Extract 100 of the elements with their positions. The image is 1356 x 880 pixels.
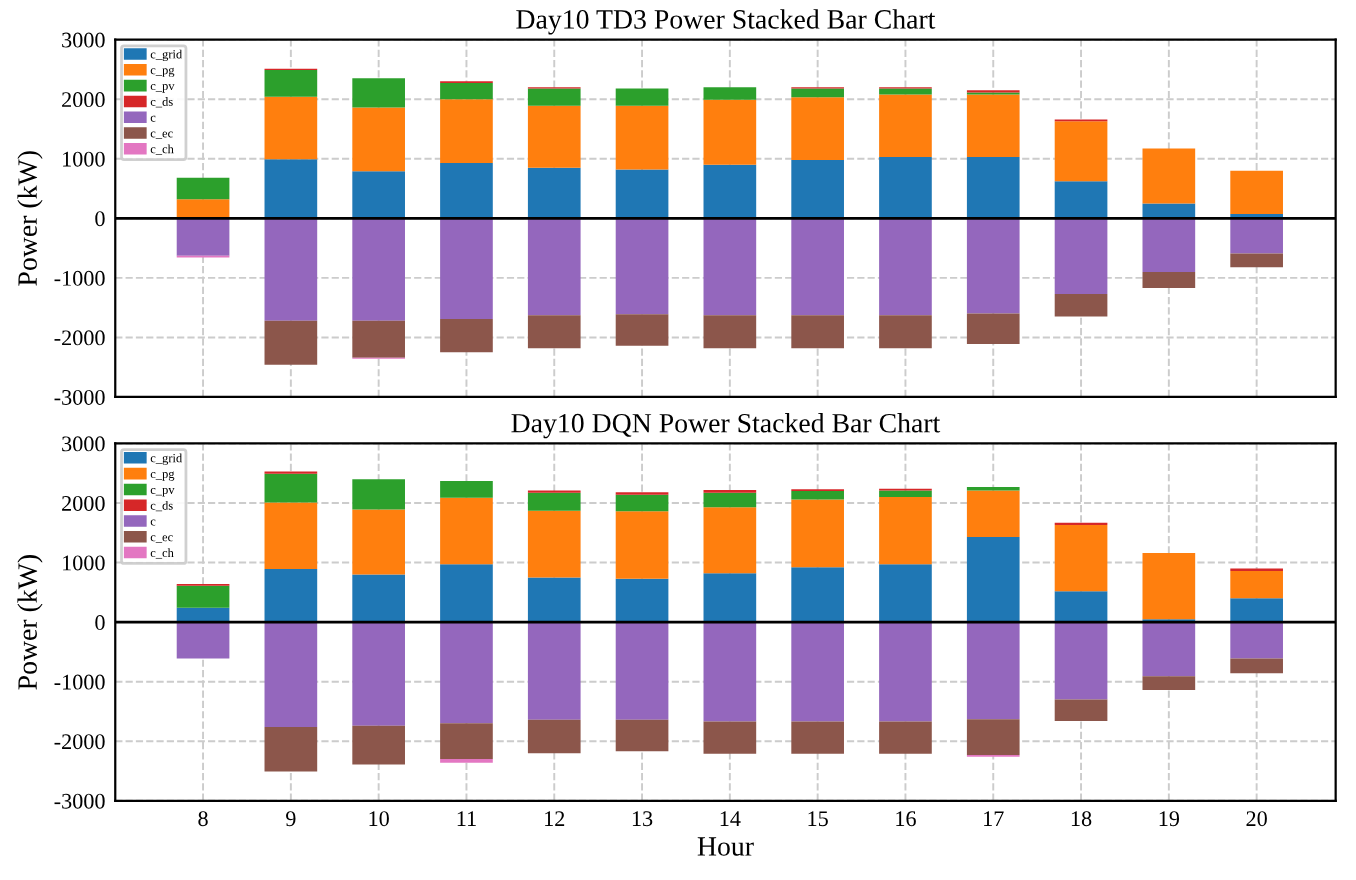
bar [264, 69, 318, 97]
bar [703, 218, 757, 316]
y-tick-label: 2000 [62, 92, 105, 108]
y-tick-label: 0 [95, 211, 105, 227]
y-tick-label: -1000 [54, 674, 105, 690]
bar [703, 99, 757, 165]
x-tick-label: 20 [1246, 811, 1267, 827]
y-tick-label: 1000 [63, 151, 105, 167]
bar [1142, 553, 1196, 620]
bar [879, 622, 932, 722]
bar [879, 490, 932, 498]
bar [879, 88, 932, 95]
bar [791, 315, 844, 349]
y-tick-label: -3000 [54, 389, 105, 405]
y-tick-label: 1000 [63, 555, 105, 571]
bar [352, 320, 405, 358]
y-tick-label: 2000 [62, 495, 105, 511]
bar [440, 564, 493, 623]
bar [1142, 271, 1196, 288]
bar [352, 622, 405, 726]
bar [615, 494, 669, 512]
bar [879, 315, 932, 349]
bar [1142, 148, 1196, 204]
y-axis-title: Power (kW) [17, 151, 43, 286]
bar [527, 218, 581, 316]
y-tick-label: -2000 [54, 330, 105, 346]
bar [879, 564, 932, 623]
bar [440, 497, 493, 565]
bar [703, 315, 757, 349]
bar [703, 492, 757, 508]
bar [791, 218, 844, 316]
chart-title: Day10 TD3 Power Stacked Bar Chart [516, 9, 936, 35]
bar [1230, 170, 1283, 215]
bar [879, 94, 932, 157]
bar [176, 607, 230, 623]
bar [1142, 203, 1196, 219]
bar [791, 567, 844, 623]
bar [176, 199, 230, 219]
bar [703, 622, 757, 722]
bar [615, 511, 669, 579]
bar [527, 622, 581, 720]
bar [264, 622, 318, 727]
x-tick-label: 18 [1071, 811, 1092, 827]
bar [791, 622, 844, 722]
bar [352, 725, 405, 765]
bar [1230, 598, 1283, 623]
bar [527, 577, 581, 623]
bar [352, 509, 405, 575]
bar [440, 99, 493, 163]
y-axis-title: Power (kW) [17, 555, 43, 690]
bar [176, 177, 230, 200]
bar [440, 83, 493, 100]
bar [966, 218, 1020, 314]
y-tick-label: 3000 [62, 436, 105, 452]
bar [527, 167, 581, 219]
bar [1230, 622, 1283, 659]
bar [966, 719, 1020, 755]
bar [966, 156, 1020, 219]
bar [527, 510, 581, 578]
bar [1054, 121, 1108, 182]
bar [264, 320, 318, 365]
y-tick-label: 3000 [62, 32, 105, 48]
bar [615, 218, 669, 315]
x-tick-label: 19 [1159, 811, 1180, 827]
bar [791, 499, 844, 568]
bar [615, 719, 669, 752]
bar [440, 480, 493, 498]
bar [966, 536, 1020, 623]
bar [703, 573, 757, 623]
bar [879, 218, 932, 316]
bar [703, 87, 757, 100]
bar [440, 318, 493, 353]
x-tick-label: 15 [808, 811, 828, 827]
bar [1054, 622, 1108, 700]
bar [1142, 218, 1196, 272]
bar [703, 721, 757, 754]
bar [176, 218, 230, 256]
bar [352, 171, 405, 219]
y-tick-label: -3000 [54, 793, 105, 809]
bar [440, 162, 493, 219]
bar [791, 491, 844, 500]
x-tick-label: 11 [457, 811, 476, 826]
bar [1142, 676, 1196, 691]
bar [615, 105, 669, 170]
bar [966, 490, 1020, 537]
x-tick-label: 8 [198, 811, 208, 827]
bar [527, 105, 581, 168]
x-tick-label: 10 [369, 811, 389, 827]
bar [264, 473, 318, 503]
bar [703, 164, 757, 219]
bar [1230, 218, 1283, 254]
bar [352, 574, 405, 623]
bar [615, 88, 669, 106]
bar [264, 569, 318, 623]
bar [966, 313, 1020, 344]
bar [440, 622, 493, 724]
bar [352, 107, 405, 172]
y-tick-label: -2000 [54, 734, 105, 750]
x-tick-label: 16 [896, 811, 916, 827]
bar [527, 492, 581, 511]
